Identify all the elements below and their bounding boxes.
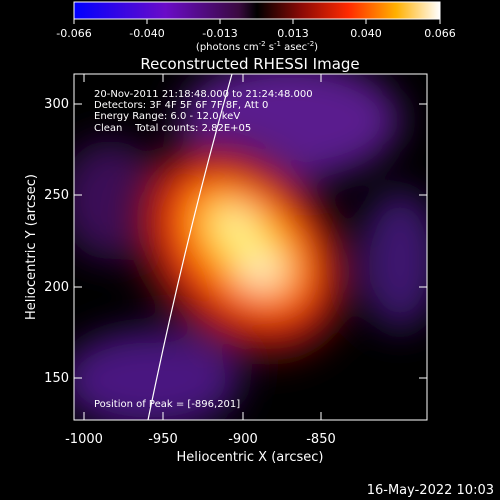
colorbar-gradient [73, 1, 441, 20]
y-tick-label: 300 [44, 97, 69, 112]
x-axis-label: Heliocentric X (arcsec) [177, 450, 324, 465]
colorbar-tick-label: 0.066 [424, 27, 456, 40]
x-axis [83, 74, 322, 420]
y-tick-label: 150 [44, 371, 69, 386]
x-tick-label: -1000 [65, 432, 103, 447]
colorbar-tick-label: 0.040 [350, 27, 382, 40]
y-axis-label: Heliocentric Y (arcsec) [24, 174, 39, 320]
x-tick-label: -900 [228, 432, 258, 447]
plot-frame [73, 73, 428, 421]
colorbar-tick-label: -0.066 [56, 27, 91, 40]
colorbar-tick-label: 0.013 [277, 27, 309, 40]
annotation-time-range: 20-Nov-2011 21:18:48.000 to 21:24:48.000 [94, 89, 313, 100]
colorbar-unit-label: (photons cm-2 s-1 asec-2) [196, 40, 318, 53]
annotation-energy-range: Energy Range: 6.0 - 12.0 keV [94, 111, 240, 122]
annotation-peak-position: Position of Peak = [-896,201] [94, 399, 240, 410]
x-tick-label: -950 [148, 432, 178, 447]
x-tick-label: -850 [306, 432, 336, 447]
y-tick-label: 200 [44, 280, 69, 295]
colorbar-tick-label: -0.040 [129, 27, 164, 40]
y-axis [74, 103, 427, 379]
footer-date: 16-May-2022 10:03 [367, 483, 494, 498]
chart-title: Reconstructed RHESSI Image [140, 55, 359, 73]
annotation-detectors: Detectors: 3F 4F 5F 6F 7F 8F, Att 0 [94, 100, 268, 111]
solar-limb-line [147, 74, 233, 420]
colorbar-tick-label: -0.013 [202, 27, 237, 40]
image-area [74, 74, 427, 420]
y-tick-label: 250 [44, 188, 69, 203]
colorbar: -0.066 -0.040 -0.013 0.013 0.040 0.066 (… [56, 1, 456, 53]
annotation-clean-counts: Clean Total counts: 2.82E+05 [94, 123, 251, 134]
colorbar-ticks [73, 19, 441, 24]
